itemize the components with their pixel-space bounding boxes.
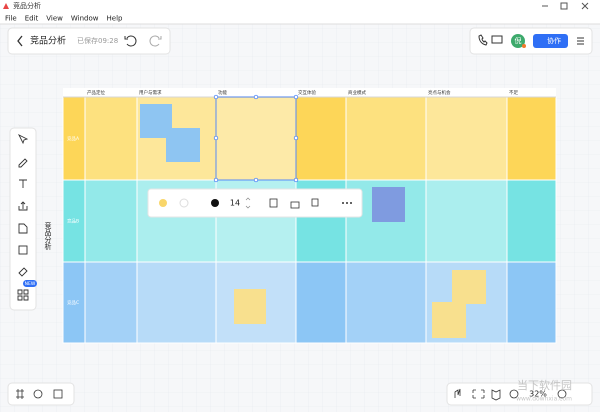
- grid-toggle[interactable]: [16, 389, 24, 399]
- menu-item[interactable]: Edit: [25, 15, 39, 23]
- zoom-in[interactable]: [557, 389, 567, 399]
- window-controls[interactable]: [542, 2, 589, 10]
- copy-button[interactable]: [311, 198, 319, 207]
- fit-button[interactable]: [472, 389, 485, 399]
- row-label: 竞品C: [67, 299, 79, 306]
- sticky-note[interactable]: [432, 302, 466, 338]
- column-header: 不足: [509, 90, 518, 96]
- board-cell[interactable]: [506, 96, 557, 181]
- back-button[interactable]: [17, 35, 23, 47]
- new-badge-label: NEW: [25, 281, 36, 287]
- board-cell[interactable]: [295, 261, 347, 344]
- watermark: 当下软件园: [517, 378, 572, 392]
- column-header: 交互体验: [298, 89, 316, 96]
- board-cell[interactable]: [215, 96, 297, 181]
- sticky-note[interactable]: [166, 128, 200, 162]
- shape-tool[interactable]: [18, 245, 28, 255]
- left-toolbar: [9, 127, 37, 311]
- new-badge: [23, 280, 37, 287]
- redo[interactable]: [149, 35, 162, 47]
- menu-item[interactable]: View: [46, 15, 63, 23]
- board-cell[interactable]: [84, 96, 138, 181]
- column-header: 亮点与机会: [428, 89, 451, 96]
- board-cell[interactable]: [295, 96, 347, 181]
- text-color[interactable]: [211, 199, 219, 207]
- font-size[interactable]: 14: [230, 199, 240, 208]
- board-cell[interactable]: [425, 96, 508, 181]
- sticky-notes: [140, 104, 486, 338]
- board-cell[interactable]: [84, 179, 138, 263]
- color-white[interactable]: [179, 198, 189, 208]
- undo[interactable]: [124, 35, 137, 47]
- sticky-note[interactable]: [452, 270, 486, 304]
- sticky-note[interactable]: [372, 187, 405, 222]
- collab-label: 协作: [547, 36, 561, 45]
- avatar-initial: 倪: [515, 36, 522, 45]
- selection-handles[interactable]: [213, 94, 299, 183]
- share-card: [469, 27, 593, 55]
- upload-tool[interactable]: [18, 201, 28, 211]
- column-header: 用户与需求: [139, 89, 162, 96]
- select-tool[interactable]: [17, 133, 29, 145]
- menu-item[interactable]: Help: [107, 15, 124, 23]
- more-tools[interactable]: [17, 289, 29, 301]
- board-cell[interactable]: [425, 179, 508, 263]
- sticky-note[interactable]: [234, 289, 266, 324]
- comment-button[interactable]: [33, 389, 43, 399]
- row-label: 竞品B: [67, 218, 79, 225]
- window-title: 竞品分析: [13, 1, 41, 10]
- float-toolbar: [147, 188, 363, 218]
- edit-button[interactable]: [269, 198, 278, 208]
- status-dot: [522, 44, 526, 48]
- menu-item[interactable]: File: [5, 15, 17, 23]
- menu-button[interactable]: [577, 37, 584, 45]
- map-button[interactable]: [491, 389, 501, 401]
- menu-item[interactable]: Window: [71, 15, 99, 23]
- board-cell[interactable]: [345, 96, 427, 181]
- present-button[interactable]: [491, 35, 503, 44]
- column-header: 商业模式: [348, 89, 366, 96]
- doc-tool[interactable]: [18, 223, 28, 234]
- color-yellow[interactable]: [159, 199, 167, 207]
- menu-bar: [0, 12, 600, 24]
- board-header: [63, 88, 556, 97]
- board-cell[interactable]: [84, 261, 138, 344]
- more-button[interactable]: [342, 202, 352, 204]
- column-header: 功能: [218, 89, 227, 96]
- avatar[interactable]: [511, 34, 525, 48]
- board-cell[interactable]: [506, 261, 557, 344]
- doc-title[interactable]: 竞品分析: [30, 35, 66, 47]
- board-cell[interactable]: [506, 179, 557, 263]
- title-bar: [0, 0, 600, 12]
- call-button[interactable]: [478, 34, 488, 46]
- app-icon: [3, 3, 9, 9]
- column-header: 产品定位: [87, 89, 105, 96]
- hand-tool[interactable]: [454, 388, 461, 398]
- doc-card: [7, 27, 171, 55]
- watermark-url: www.downxia.com: [516, 396, 572, 403]
- board-side-label: 竞品分析: [44, 221, 52, 251]
- font-stepper[interactable]: [245, 197, 251, 209]
- bottom-left-card: [7, 382, 75, 406]
- bottom-right-card: [446, 382, 593, 406]
- save-status: 已保存09:28: [77, 36, 118, 45]
- board-cell[interactable]: [345, 261, 427, 344]
- eraser-tool[interactable]: [18, 267, 28, 277]
- zoom-out[interactable]: [509, 389, 519, 399]
- lock-button[interactable]: [290, 201, 300, 209]
- row-label: 竞品A: [67, 135, 80, 142]
- zoom-level: 32%: [529, 390, 547, 399]
- text-tool[interactable]: [19, 179, 27, 188]
- add-page-button[interactable]: [53, 389, 63, 399]
- pen-tool[interactable]: [18, 158, 28, 168]
- board-cell[interactable]: [136, 261, 217, 344]
- collab-button[interactable]: [533, 34, 568, 48]
